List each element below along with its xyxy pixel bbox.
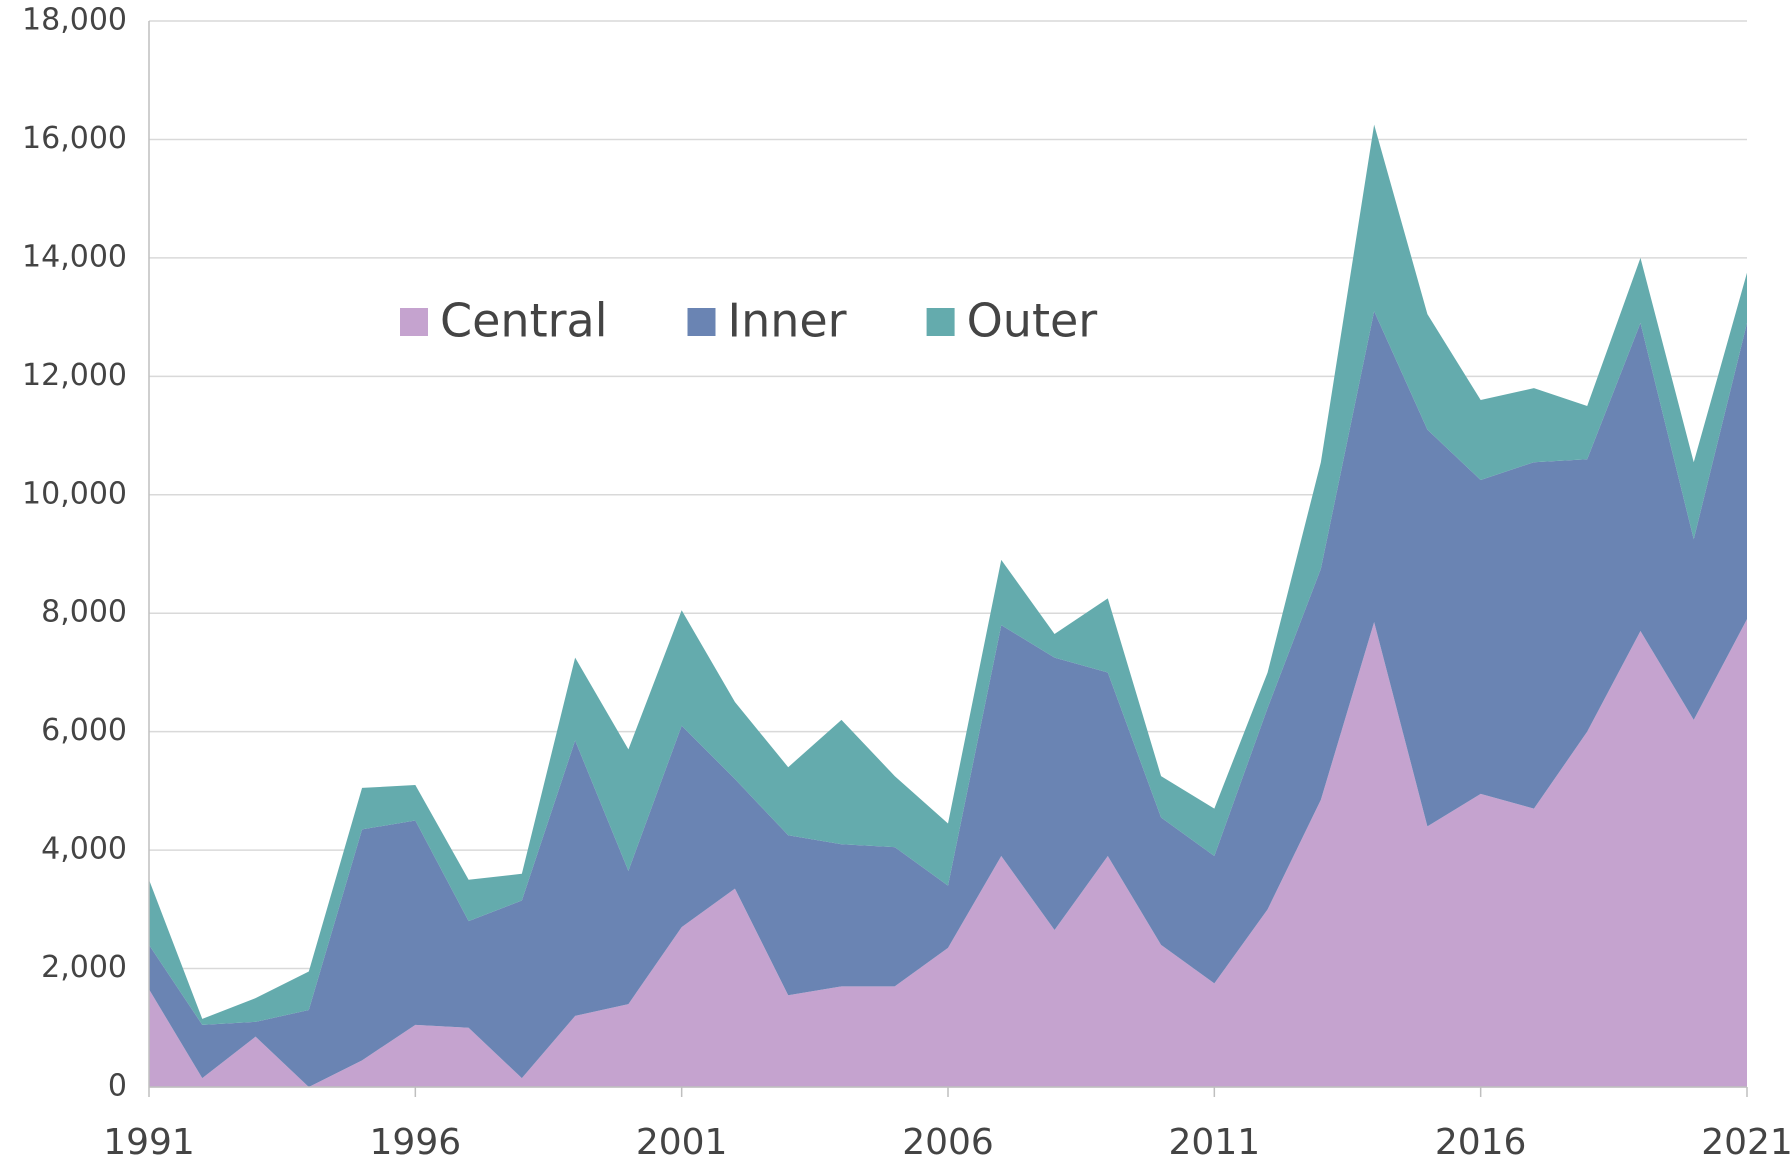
legend-swatch — [926, 308, 955, 336]
legend-label: Central — [440, 294, 608, 348]
y-tick-label: 2,000 — [41, 950, 127, 985]
x-tick-label: 1991 — [103, 1122, 195, 1158]
y-tick-label: 8,000 — [41, 595, 127, 630]
x-tick-label: 2016 — [1435, 1122, 1527, 1158]
legend-label: Inner — [728, 294, 847, 348]
x-tick-label: 2001 — [636, 1122, 728, 1158]
x-tick-label: 2011 — [1169, 1122, 1261, 1158]
y-tick-label: 0 — [108, 1069, 127, 1104]
y-tick-label: 16,000 — [22, 121, 127, 156]
y-tick-label: 14,000 — [22, 239, 127, 274]
area — [149, 619, 1747, 1087]
legend-swatch — [687, 308, 716, 336]
y-tick-label: 12,000 — [22, 358, 127, 393]
x-tick-label: 2006 — [902, 1122, 994, 1158]
legend-swatch — [400, 308, 428, 336]
x-tick-label: 2021 — [1701, 1122, 1792, 1158]
y-tick-label: 18,000 — [22, 3, 127, 38]
y-tick-label: 4,000 — [41, 832, 127, 867]
y-tick-label: 10,000 — [22, 476, 127, 511]
area — [149, 124, 1747, 1025]
legend-label: Outer — [967, 294, 1098, 348]
x-tick-label: 1996 — [370, 1122, 462, 1158]
area — [149, 311, 1747, 1087]
y-tick-label: 6,000 — [41, 713, 127, 748]
